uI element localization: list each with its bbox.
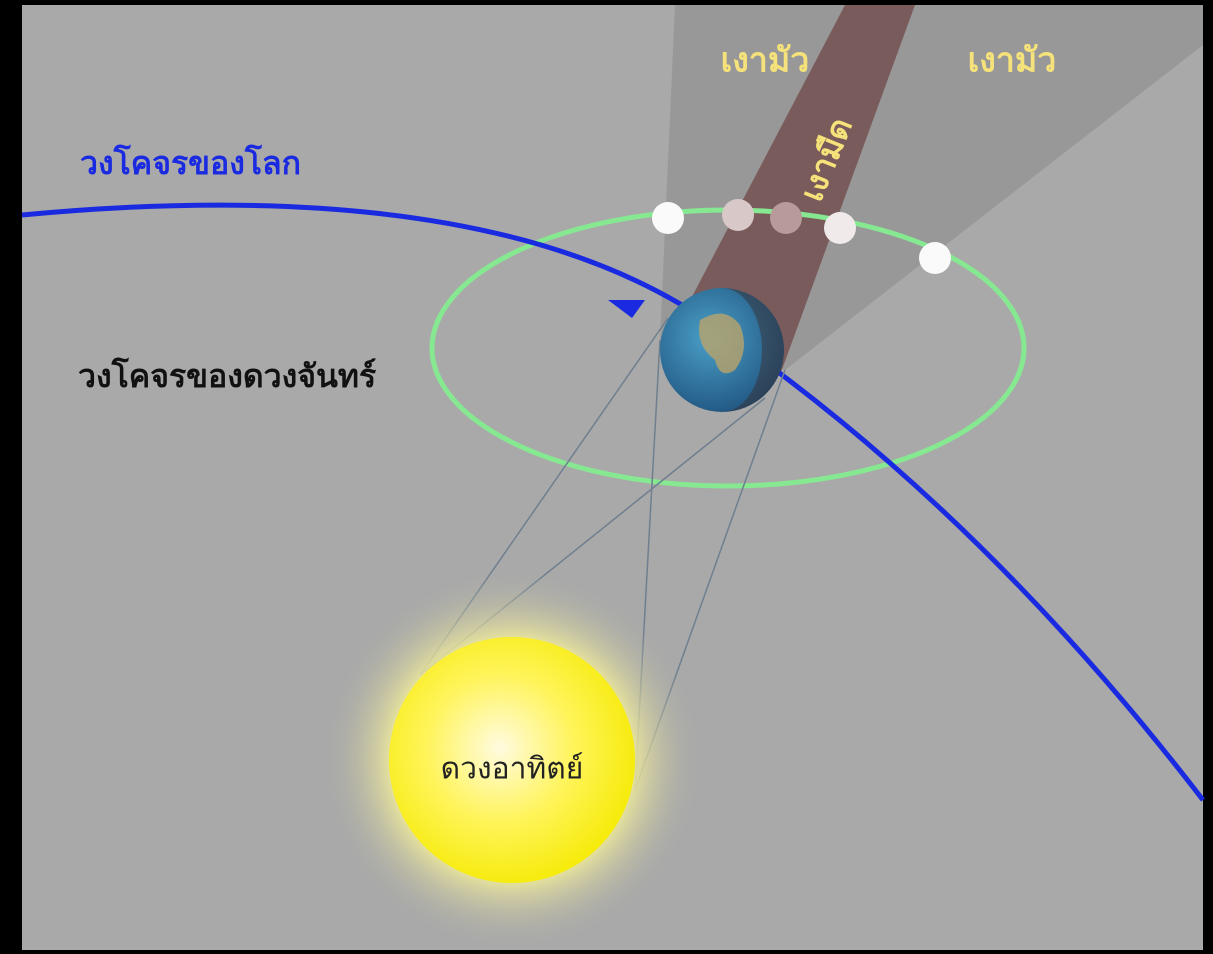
umbra — [685, 5, 915, 375]
moon — [824, 212, 856, 244]
moon — [722, 199, 754, 231]
sun — [389, 637, 635, 883]
moon — [652, 202, 684, 234]
moon — [919, 242, 951, 274]
earth-shade — [722, 288, 784, 412]
earth-orbit-label: วงโคจรของโลก — [80, 144, 301, 182]
earth-land — [699, 313, 744, 374]
penumbra-label: เงามัว — [968, 41, 1057, 81]
orbit-arrow — [608, 300, 645, 318]
moon — [770, 202, 802, 234]
moon-orbit-label: วงโคจรของดวงจันทร์ — [78, 357, 376, 395]
penumbra-label: เงามัว — [721, 41, 810, 81]
sun-label: ดวงอาทิตย์ — [441, 752, 584, 787]
